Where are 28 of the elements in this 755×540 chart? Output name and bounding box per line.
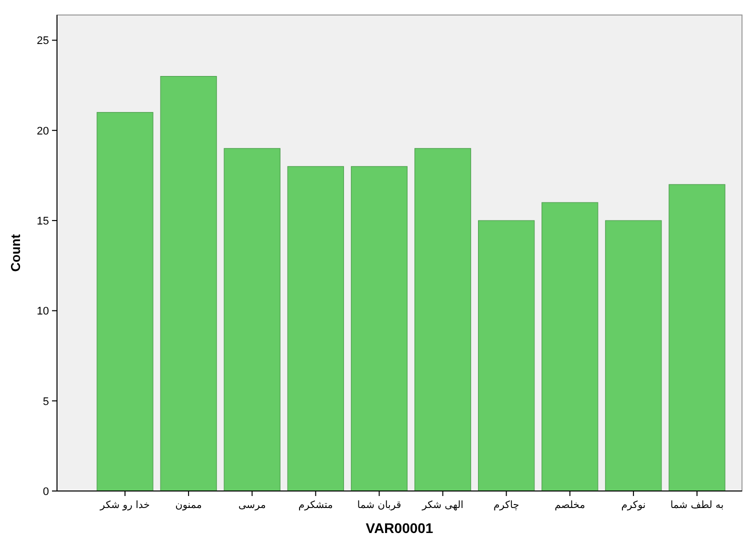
y-tick-label: 0 <box>42 486 49 498</box>
x-tick-label: مرسی <box>238 500 266 511</box>
y-tick-label: 25 <box>36 35 49 48</box>
x-tick-label: نوکرم <box>621 500 646 511</box>
x-tick-label: چاکرم <box>493 500 520 511</box>
y-tick-label: 10 <box>36 306 49 318</box>
x-tick-label: مخلصم <box>554 500 586 511</box>
y-tick-label: 20 <box>36 125 49 138</box>
bar <box>668 184 726 492</box>
y-tick-label: 15 <box>36 216 49 228</box>
bar <box>160 76 217 492</box>
bar <box>414 148 472 492</box>
x-axis-title: VAR00001 <box>366 520 434 536</box>
x-tick-label: به لطف شما <box>670 500 724 511</box>
y-tick-label: 5 <box>42 396 49 408</box>
bar <box>478 220 535 492</box>
x-tick-label: ممنون <box>175 500 202 511</box>
x-tick-label: قربان شما <box>357 500 402 511</box>
bar <box>224 148 280 492</box>
bar <box>287 166 344 492</box>
y-axis-title: Count <box>8 234 23 272</box>
bar <box>605 220 662 492</box>
x-tick-label: متشکرم <box>298 500 333 511</box>
bar <box>96 112 154 492</box>
x-tick-label: الهی شکر <box>421 500 464 511</box>
bar <box>350 166 408 492</box>
x-tick-label: خدا رو شکر <box>99 500 150 511</box>
bar <box>542 202 598 492</box>
